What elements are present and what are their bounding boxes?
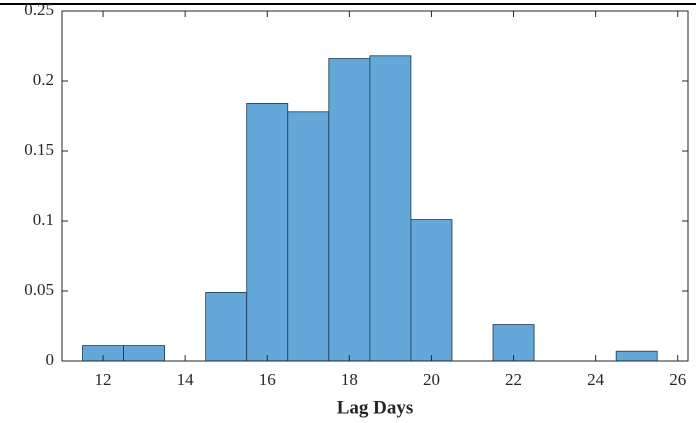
x-tick-label: 22 — [505, 370, 522, 389]
y-tick-label: 0.1 — [33, 210, 54, 229]
y-tick-label: 0.25 — [24, 0, 54, 19]
bar — [410, 219, 453, 362]
bar — [246, 103, 289, 362]
y-tick-label: 0.2 — [33, 70, 54, 89]
x-tick-label: 24 — [587, 370, 605, 389]
y-tick-label: 0.15 — [24, 140, 54, 159]
x-tick-label: 26 — [669, 370, 686, 389]
x-tick-label: 16 — [259, 370, 276, 389]
y-tick-label: 0 — [46, 350, 55, 369]
bar — [205, 291, 248, 362]
bar — [615, 350, 658, 362]
x-tick-label: 14 — [177, 370, 195, 389]
x-tick-label: 12 — [95, 370, 112, 389]
bar — [369, 55, 412, 362]
bar — [328, 58, 371, 362]
x-axis-label: Lag Days — [337, 397, 414, 418]
bar — [287, 111, 330, 362]
plot-frame — [61, 10, 689, 362]
x-tick-label: 18 — [341, 370, 358, 389]
bar — [492, 324, 535, 362]
bar — [123, 345, 166, 362]
x-tick-label: 20 — [423, 370, 440, 389]
y-tick-label: 0.05 — [24, 280, 54, 299]
